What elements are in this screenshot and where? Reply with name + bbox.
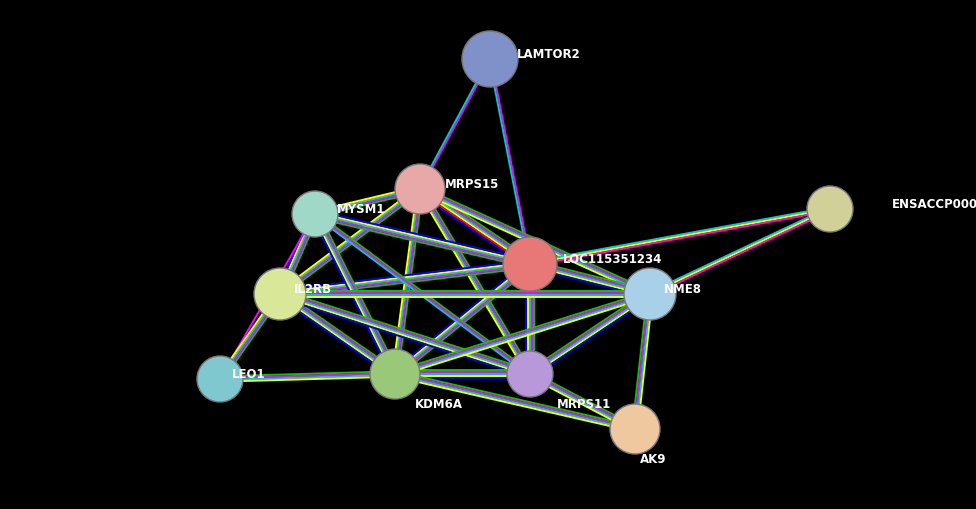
Circle shape [462,32,518,88]
Text: LOC115351234: LOC115351234 [563,253,663,266]
Circle shape [254,268,306,320]
Text: ENSACCP00020004561: ENSACCP00020004561 [892,198,976,211]
Text: NME8: NME8 [664,283,702,296]
Circle shape [503,238,557,292]
Text: LAMTOR2: LAMTOR2 [517,48,581,62]
Circle shape [370,349,420,399]
Circle shape [507,351,553,397]
Text: AK9: AK9 [640,453,667,466]
Circle shape [610,404,660,454]
Circle shape [807,187,853,233]
Text: MRPS11: MRPS11 [557,398,611,411]
Circle shape [197,356,243,402]
Circle shape [292,191,338,238]
Text: KDM6A: KDM6A [415,398,463,411]
Circle shape [624,268,676,320]
Text: MYSM1: MYSM1 [337,203,386,216]
Text: IL2RB: IL2RB [294,283,332,296]
Circle shape [395,165,445,215]
Text: MRPS15: MRPS15 [445,178,500,191]
Text: LEO1: LEO1 [232,368,265,381]
